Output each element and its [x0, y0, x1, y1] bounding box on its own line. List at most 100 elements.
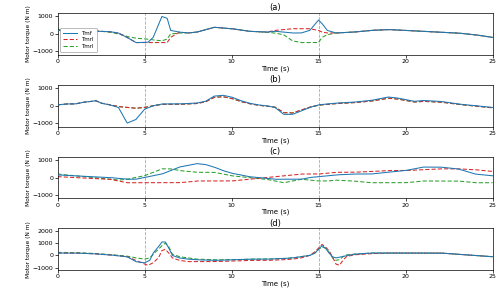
Line: Tmrl: Tmrl — [58, 169, 492, 183]
Line: Tmf: Tmf — [58, 16, 492, 42]
Tmrl — [221, 173, 227, 176]
Tmrl — [221, 260, 227, 263]
Y-axis label: Motor torque (N m): Motor torque (N m) — [26, 77, 31, 134]
Tmf — [316, 103, 322, 107]
Tmrl — [412, 251, 418, 255]
Tmf — [124, 121, 130, 125]
Tmf — [490, 174, 496, 177]
Tmf — [338, 173, 344, 176]
Legend: Tmf, Tmrl, Tmrl: Tmf, Tmrl, Tmrl — [60, 28, 96, 52]
Tmrl — [338, 31, 344, 34]
Tmrl — [338, 179, 344, 182]
Tmrl — [379, 28, 385, 32]
Tmrl — [54, 251, 60, 255]
Tmf — [194, 162, 200, 165]
Tmrl — [412, 29, 418, 33]
Tmf — [379, 97, 385, 100]
Tmrl — [379, 97, 385, 101]
Y-axis label: Motor torque (N m): Motor torque (N m) — [26, 149, 31, 206]
Tmrl — [221, 179, 227, 183]
Title: (c): (c) — [270, 147, 280, 156]
Tmf — [412, 167, 418, 170]
Line: Tmf: Tmf — [58, 164, 492, 179]
Tmrl — [338, 262, 344, 265]
Line: Tmrl: Tmrl — [58, 97, 492, 113]
Tmrl — [338, 171, 344, 174]
Tmrl — [490, 255, 496, 258]
Tmrl — [290, 111, 296, 115]
Tmrl — [133, 41, 139, 44]
Tmrl — [412, 100, 418, 104]
Tmrl — [316, 172, 322, 176]
Tmrl — [490, 255, 496, 258]
Line: Tmrl: Tmrl — [58, 243, 492, 260]
Tmrl — [221, 258, 227, 262]
Tmrl — [159, 167, 165, 171]
Tmrl — [338, 31, 344, 34]
Tmrl — [221, 26, 227, 30]
Y-axis label: Motor torque (N m): Motor torque (N m) — [26, 221, 31, 278]
Line: Tmrl: Tmrl — [58, 97, 492, 113]
Tmf — [54, 29, 60, 32]
Tmrl — [54, 175, 60, 178]
Tmrl — [316, 179, 322, 183]
Tmrl — [379, 251, 385, 255]
Tmrl — [220, 95, 226, 98]
Tmf — [159, 15, 165, 18]
Tmrl — [134, 36, 140, 40]
Line: Tmrl: Tmrl — [58, 244, 492, 265]
Tmf — [412, 29, 418, 33]
Tmrl — [134, 256, 140, 260]
Tmf — [134, 260, 140, 264]
Tmf — [134, 117, 140, 121]
Tmf — [54, 173, 60, 177]
Tmrl — [316, 103, 322, 107]
Tmrl — [412, 168, 418, 172]
Tmrl — [490, 106, 496, 110]
Tmrl — [54, 103, 60, 107]
Tmf — [221, 258, 227, 262]
Tmf — [221, 169, 227, 173]
Tmf — [54, 251, 60, 255]
Tmf — [220, 94, 226, 97]
Tmf — [412, 251, 418, 255]
Tmf — [338, 31, 344, 34]
Tmf — [221, 94, 227, 97]
Tmf — [133, 41, 139, 44]
Tmrl — [316, 247, 322, 250]
Tmf — [134, 41, 140, 44]
Tmrl — [134, 181, 140, 184]
Tmf — [221, 26, 227, 30]
Tmrl — [54, 251, 60, 254]
Tmrl — [54, 172, 60, 176]
Tmrl — [316, 103, 322, 107]
Line: Tmf: Tmf — [58, 242, 492, 263]
Tmf — [124, 177, 130, 181]
Title: (b): (b) — [269, 75, 281, 84]
Tmrl — [298, 41, 304, 44]
Tmrl — [134, 107, 140, 110]
Tmrl — [490, 36, 496, 39]
Tmrl — [379, 251, 385, 255]
Tmf — [134, 177, 140, 181]
Tmf — [379, 171, 385, 175]
Tmrl — [412, 100, 418, 104]
Line: Tmrl: Tmrl — [58, 27, 492, 42]
Tmrl — [379, 28, 385, 32]
Tmrl — [319, 243, 325, 246]
Tmf — [316, 248, 322, 251]
Tmrl — [162, 242, 168, 245]
Tmrl — [134, 176, 140, 179]
Tmrl — [379, 181, 385, 184]
Tmrl — [134, 107, 140, 110]
X-axis label: Time (s): Time (s) — [261, 137, 289, 144]
Tmrl — [211, 25, 217, 29]
Y-axis label: Motor torque (N m): Motor torque (N m) — [26, 5, 31, 62]
Tmf — [490, 106, 496, 109]
Tmf — [54, 103, 60, 107]
Tmrl — [412, 29, 418, 33]
Tmrl — [316, 248, 322, 251]
Tmrl — [490, 170, 496, 173]
Tmrl — [438, 167, 444, 171]
Tmf — [316, 18, 322, 22]
